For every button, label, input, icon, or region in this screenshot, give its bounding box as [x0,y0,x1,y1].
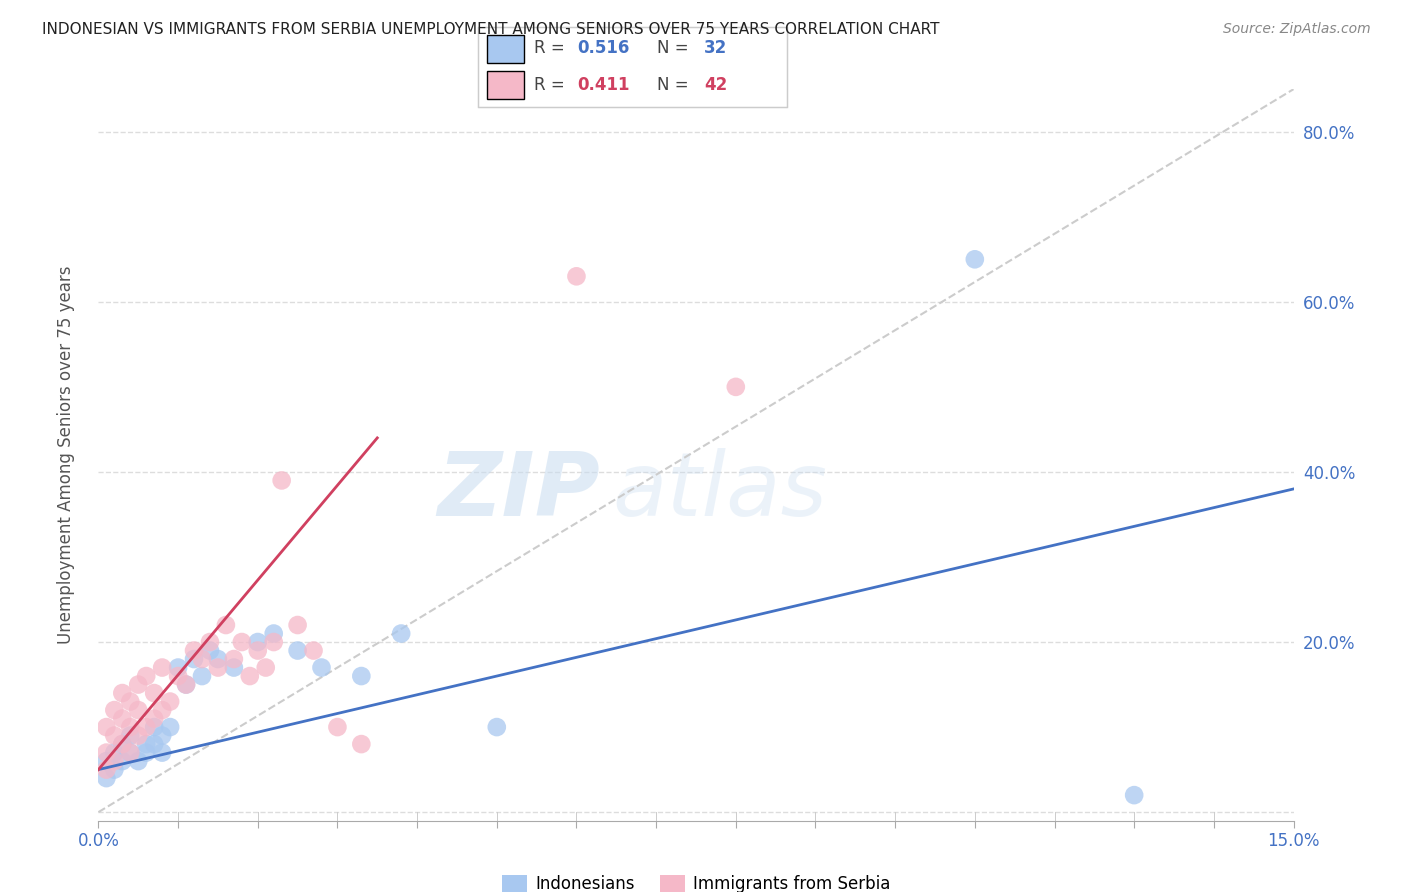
Point [103,763,125,777]
Point [263,635,285,649]
FancyBboxPatch shape [488,35,524,62]
Point [120,746,142,760]
Point [150,746,173,760]
Point [350,737,373,751]
Point [311,660,333,674]
Point [389,626,412,640]
Text: N =: N = [658,76,695,94]
Text: N =: N = [658,39,695,57]
Point [207,652,229,666]
Point [111,737,134,751]
Point [150,660,173,674]
Legend: Indonesians, Immigrants from Serbia: Indonesians, Immigrants from Serbia [495,869,897,892]
Point [143,720,166,734]
Point [150,703,173,717]
Point [120,695,142,709]
Point [120,729,142,743]
Point [174,677,197,691]
Point [96,754,118,768]
Point [1123,788,1146,802]
Point [302,643,325,657]
Point [287,618,309,632]
Point [174,677,197,691]
Point [127,703,149,717]
Point [111,686,134,700]
Point [287,643,309,657]
Point [111,754,134,768]
Point [135,746,157,760]
Text: atlas: atlas [613,449,827,534]
Point [963,252,986,267]
Point [143,686,166,700]
Text: R =: R = [534,76,569,94]
Point [103,746,125,760]
Point [183,652,205,666]
Point [111,737,134,751]
Point [485,720,508,734]
Point [143,737,166,751]
Text: 32: 32 [704,39,727,57]
Text: 0.411: 0.411 [576,76,630,94]
Point [198,635,221,649]
Point [103,729,125,743]
Text: Source: ZipAtlas.com: Source: ZipAtlas.com [1223,22,1371,37]
Text: R =: R = [534,39,569,57]
Point [191,669,214,683]
Point [222,652,245,666]
Point [326,720,349,734]
Point [143,712,166,726]
Point [120,746,142,760]
Point [198,643,221,657]
Point [127,754,149,768]
Point [183,643,205,657]
Point [120,720,142,734]
Point [565,269,588,284]
Point [191,652,214,666]
Point [135,720,157,734]
Point [127,729,149,743]
Point [159,720,181,734]
Point [246,635,269,649]
Point [150,729,173,743]
Text: ZIP: ZIP [437,448,600,535]
Point [135,737,157,751]
Point [103,754,125,768]
Text: 0.516: 0.516 [576,39,630,57]
Point [96,763,118,777]
Point [96,771,118,785]
Point [159,695,181,709]
Point [231,635,253,649]
Point [215,618,238,632]
Point [96,746,118,760]
Point [270,474,292,488]
Point [167,669,190,683]
Point [135,669,157,683]
Point [724,380,747,394]
Point [350,669,373,683]
Point [246,643,269,657]
Point [239,669,262,683]
Point [254,660,277,674]
Point [103,703,125,717]
Point [96,720,118,734]
Y-axis label: Unemployment Among Seniors over 75 years: Unemployment Among Seniors over 75 years [56,266,75,644]
Point [127,677,149,691]
Text: INDONESIAN VS IMMIGRANTS FROM SERBIA UNEMPLOYMENT AMONG SENIORS OVER 75 YEARS CO: INDONESIAN VS IMMIGRANTS FROM SERBIA UNE… [42,22,939,37]
Text: 42: 42 [704,76,727,94]
Point [263,626,285,640]
FancyBboxPatch shape [488,71,524,99]
Point [222,660,245,674]
Point [111,712,134,726]
Point [207,660,229,674]
Point [167,660,190,674]
